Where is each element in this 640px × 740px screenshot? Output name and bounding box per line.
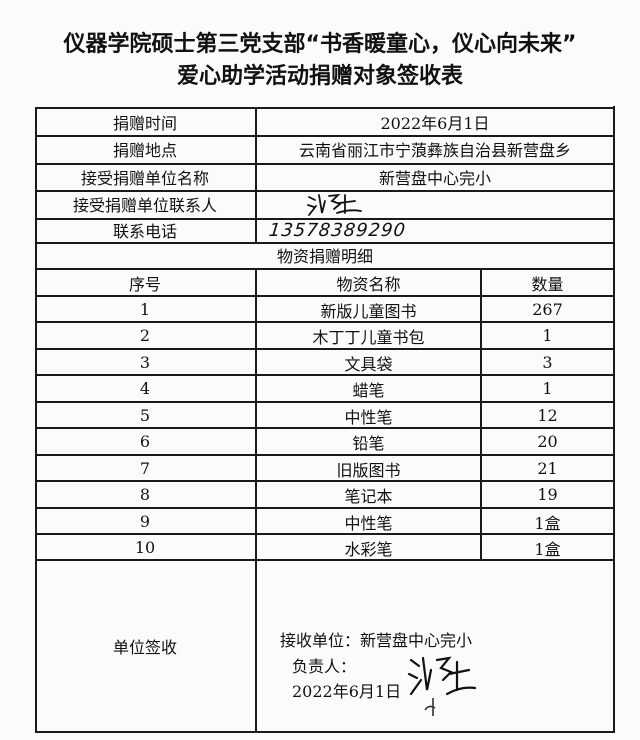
item-number: 4 — [139, 379, 151, 398]
column-divider — [255, 268, 257, 559]
row-divider — [35, 190, 615, 192]
row-divider — [35, 348, 615, 350]
item-quantity: 1盒 — [534, 513, 561, 533]
item-number: 7 — [139, 459, 151, 478]
row-divider — [35, 242, 615, 244]
item-number: 5 — [139, 406, 151, 425]
item-name: 旧版图书 — [336, 460, 401, 480]
row-divider — [35, 427, 615, 429]
item-name: 中性笔 — [344, 513, 393, 533]
item-name: 木丁丁儿童书包 — [312, 327, 425, 347]
info-label: 联系电话 — [112, 222, 177, 241]
row-divider — [35, 533, 615, 535]
item-quantity: 19 — [537, 485, 558, 504]
person-in-charge-label: 负责人： — [292, 657, 357, 676]
item-quantity: 21 — [537, 459, 558, 478]
column-divider — [255, 559, 257, 732]
table-border-left — [35, 108, 37, 732]
info-value: 13578389290 — [267, 219, 408, 241]
row-divider — [35, 454, 615, 456]
handwritten-signature — [407, 656, 477, 716]
receiving-unit: 接收单位：新营盘中心完小 — [280, 631, 473, 650]
table-border-right — [613, 106, 615, 732]
table-border-bottom — [35, 731, 615, 733]
item-number: 8 — [139, 485, 151, 504]
contact-signature — [307, 193, 362, 216]
info-label: 捐赠时间 — [112, 113, 177, 133]
item-quantity: 12 — [537, 406, 558, 425]
item-number: 序号 — [128, 274, 161, 294]
item-name: 物资名称 — [336, 274, 401, 294]
item-name: 中性笔 — [344, 407, 393, 427]
info-value: 2022年6月1日 — [380, 113, 490, 133]
item-number: 3 — [139, 353, 151, 372]
item-number: 9 — [139, 512, 151, 531]
item-name: 文具袋 — [344, 354, 393, 374]
row-divider — [35, 559, 615, 561]
row-divider — [35, 295, 615, 297]
row-divider — [35, 401, 615, 403]
item-quantity: 3 — [542, 353, 553, 372]
info-value: 云南省丽江市宁蒗彝族自治县新营盘乡 — [298, 141, 571, 160]
item-quantity: 1 — [542, 379, 553, 398]
info-label: 接受捐赠单位联系人 — [72, 196, 217, 215]
row-divider — [35, 268, 615, 270]
form-title-line-2: 爱心助学活动捐赠对象签收表 — [176, 64, 463, 89]
row-divider — [35, 135, 615, 137]
row-divider — [35, 374, 615, 376]
row-divider — [35, 321, 615, 323]
item-quantity: 267 — [532, 300, 563, 319]
row-divider — [35, 507, 615, 509]
row-divider — [35, 163, 615, 165]
item-number: 1 — [139, 300, 151, 319]
item-name: 笔记本 — [344, 486, 393, 506]
item-quantity: 1 — [542, 326, 553, 345]
form-title-line-1: 仪器学院硕士第三党支部“书香暖童心，仪心向未来” — [63, 32, 577, 57]
signoff-date: 2022年6月1日 — [292, 682, 402, 701]
item-number: 10 — [134, 538, 156, 557]
column-divider — [480, 268, 482, 559]
row-divider — [35, 218, 615, 220]
signoff-label: 单位签收 — [112, 638, 177, 657]
details-section-title: 物资捐赠明细 — [276, 247, 373, 266]
item-name: 蜡笔 — [352, 380, 385, 400]
info-label: 接受捐赠单位名称 — [80, 168, 209, 188]
item-number: 6 — [139, 432, 151, 451]
table-border-top — [35, 107, 615, 109]
item-quantity: 数量 — [531, 274, 564, 294]
item-number: 2 — [139, 326, 151, 345]
item-name: 铅笔 — [352, 433, 385, 453]
item-name: 新版儿童图书 — [320, 301, 417, 321]
item-quantity: 1盒 — [534, 539, 561, 559]
row-divider — [35, 480, 615, 482]
item-name: 水彩笔 — [344, 539, 393, 559]
item-quantity: 20 — [537, 432, 558, 451]
column-divider — [255, 108, 257, 242]
info-label: 捐赠地点 — [112, 141, 177, 160]
info-value: 新营盘中心完小 — [378, 168, 491, 188]
